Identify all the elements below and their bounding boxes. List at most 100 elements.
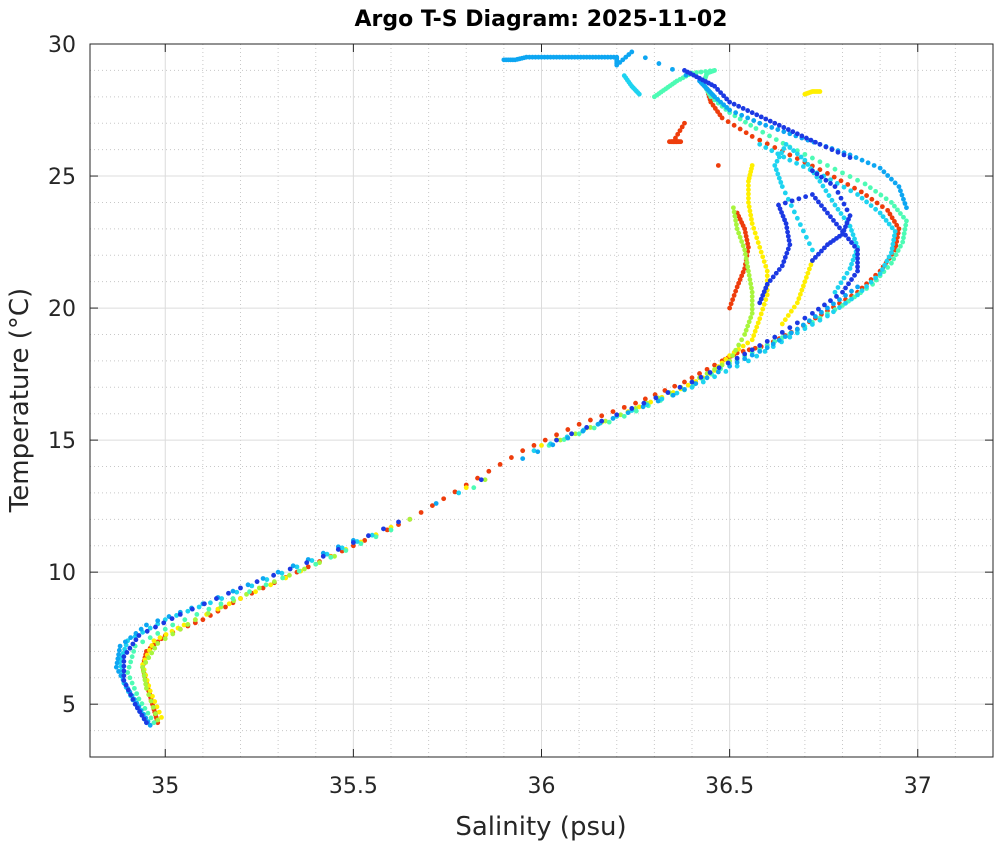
data-point — [831, 218, 836, 223]
data-point — [302, 566, 307, 572]
data-point — [895, 248, 901, 253]
data-point — [675, 131, 681, 137]
data-point — [751, 118, 757, 123]
data-point — [509, 455, 514, 460]
data-point — [731, 122, 737, 128]
data-point — [732, 213, 738, 219]
data-point — [820, 183, 826, 189]
data-point — [576, 421, 582, 427]
data-point — [749, 289, 755, 295]
data-point — [749, 285, 754, 291]
data-point — [841, 201, 847, 207]
data-point — [845, 182, 851, 187]
data-point — [230, 596, 236, 601]
data-point — [144, 720, 149, 726]
data-point — [794, 131, 800, 137]
data-point — [185, 608, 191, 614]
data-point — [816, 251, 821, 257]
data-point — [614, 412, 620, 418]
data-point — [201, 601, 207, 607]
data-point — [132, 701, 138, 707]
data-point — [328, 554, 334, 560]
data-point — [142, 677, 148, 683]
data-point — [813, 254, 818, 260]
data-point — [790, 129, 796, 135]
data-point — [633, 408, 639, 414]
data-point — [749, 221, 755, 226]
data-point — [142, 706, 148, 711]
data-point — [849, 240, 854, 245]
data-point — [783, 221, 789, 226]
data-point — [823, 188, 829, 194]
data-point — [829, 197, 835, 203]
data-point — [885, 173, 891, 178]
data-point — [731, 292, 737, 298]
data-point — [636, 91, 642, 97]
data-point — [889, 200, 894, 205]
data-point — [810, 258, 815, 263]
data-point — [803, 194, 809, 200]
data-point — [805, 270, 811, 276]
data-points — [113, 49, 909, 728]
data-point — [802, 157, 808, 163]
data-point — [475, 475, 480, 481]
data-point — [219, 596, 225, 601]
data-point — [889, 260, 894, 266]
data-point — [122, 639, 128, 645]
data-point — [584, 425, 590, 430]
data-point — [749, 337, 755, 343]
data-point — [871, 163, 877, 168]
data-point — [873, 188, 879, 194]
data-point — [177, 612, 183, 617]
data-point — [746, 187, 751, 193]
data-point — [189, 606, 195, 612]
data-point — [629, 49, 635, 55]
data-point — [760, 254, 766, 260]
data-point — [724, 96, 730, 102]
data-point — [698, 374, 704, 380]
data-point — [901, 196, 906, 202]
data-point — [772, 334, 778, 340]
data-point — [689, 379, 695, 385]
data-point — [832, 184, 838, 190]
data-point — [864, 193, 869, 198]
data-point — [752, 328, 758, 334]
data-point — [800, 164, 806, 169]
data-point — [873, 206, 879, 212]
y-tick-label: 5 — [62, 693, 76, 718]
data-point — [787, 152, 793, 158]
data-point — [813, 139, 818, 145]
data-point — [746, 200, 751, 205]
data-point — [843, 300, 848, 306]
data-point — [794, 320, 800, 326]
data-point — [848, 188, 854, 194]
data-point — [599, 418, 605, 424]
data-point — [127, 645, 133, 651]
data-point — [794, 330, 800, 336]
data-point — [838, 178, 844, 184]
data-point — [128, 635, 134, 641]
data-point — [621, 413, 627, 419]
data-point — [151, 720, 157, 726]
data-point — [850, 232, 856, 238]
data-point — [779, 329, 785, 335]
data-point — [785, 313, 791, 318]
data-point — [194, 612, 200, 617]
data-point — [332, 553, 337, 559]
data-point — [396, 519, 401, 525]
data-point — [128, 659, 134, 665]
data-point — [847, 266, 853, 271]
data-point — [214, 596, 219, 601]
data-point — [685, 382, 691, 388]
data-point — [147, 722, 153, 728]
data-point — [886, 254, 892, 260]
data-point — [889, 250, 894, 256]
data-point — [716, 365, 722, 371]
data-point — [810, 192, 815, 197]
data-point — [159, 714, 164, 720]
data-point — [742, 351, 748, 357]
data-point — [146, 655, 152, 661]
data-point — [859, 157, 865, 163]
data-point — [843, 285, 848, 291]
data-point — [749, 163, 755, 168]
